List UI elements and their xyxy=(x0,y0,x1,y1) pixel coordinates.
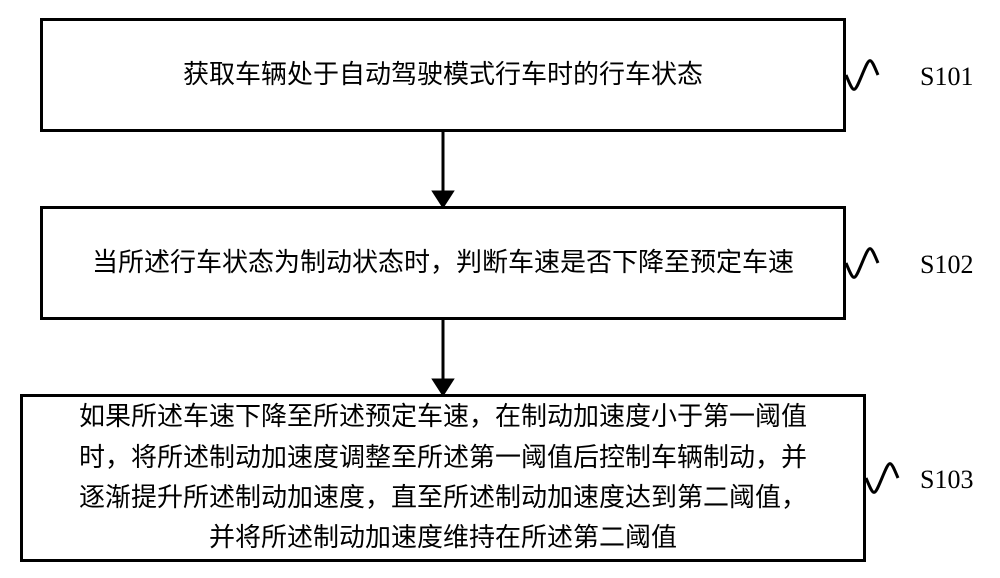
flowchart-arrow-2 xyxy=(443,320,461,394)
flowchart-node-text: 如果所述车速下降至所述预定车速，在制动加速度小于第一阈值 时，将所述制动加速度调… xyxy=(79,397,807,558)
flowchart-canvas: 获取车辆处于自动驾驶模式行车时的行车状态 S101 当所述行车状态为制动状态时，… xyxy=(0,0,1000,578)
flowchart-label-s101: S101 xyxy=(920,62,973,92)
flowchart-node-text: 当所述行车状态为制动状态时，判断车速是否下降至预定车速 xyxy=(92,243,794,283)
connector-squiggle-s103 xyxy=(866,454,898,502)
flowchart-node-s101: 获取车辆处于自动驾驶模式行车时的行车状态 xyxy=(40,18,846,132)
flowchart-label-s102: S102 xyxy=(920,250,973,280)
connector-squiggle-s101 xyxy=(846,51,878,99)
connector-squiggle-s102 xyxy=(846,239,878,287)
flowchart-label-s103: S103 xyxy=(920,465,973,495)
flowchart-arrow-1 xyxy=(443,132,461,206)
arrow-path xyxy=(434,320,452,394)
flowchart-node-s103: 如果所述车速下降至所述预定车速，在制动加速度小于第一阈值 时，将所述制动加速度调… xyxy=(20,394,866,562)
flowchart-node-s102: 当所述行车状态为制动状态时，判断车速是否下降至预定车速 xyxy=(40,206,846,320)
squiggle-path xyxy=(846,249,878,278)
arrow-path xyxy=(434,132,452,206)
squiggle-path xyxy=(846,61,878,90)
flowchart-node-text: 获取车辆处于自动驾驶模式行车时的行车状态 xyxy=(183,55,703,95)
squiggle-path xyxy=(866,464,898,493)
